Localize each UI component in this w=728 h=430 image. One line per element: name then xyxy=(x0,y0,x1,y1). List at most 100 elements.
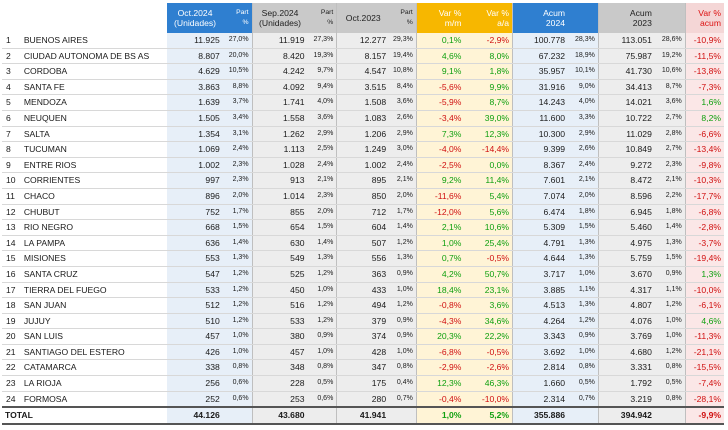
var-mm: -12,0% xyxy=(415,204,465,221)
province-name: CORRIENTES xyxy=(20,172,168,189)
province-name: SAN LUIS xyxy=(20,328,168,345)
oct2024-units: 426 xyxy=(167,344,223,361)
oct2024-units: 4.629 xyxy=(167,63,223,80)
var-acum: -28,1% xyxy=(684,391,724,408)
acum2024-part: 10,1% xyxy=(568,63,599,80)
acum2023-part: 1,3% xyxy=(654,235,686,252)
oct2023-part: 0,7% xyxy=(389,391,417,408)
var-acum: -10,9% xyxy=(684,33,724,49)
sep2024-units: 913 xyxy=(251,172,308,189)
oct2023-units: 494 xyxy=(336,297,390,314)
acum2023-part: 1,1% xyxy=(654,282,686,299)
sep2024-units: 630 xyxy=(251,235,308,252)
acum2024-units: 7.601 xyxy=(512,172,569,189)
sep2024-part: 9,4% xyxy=(307,79,337,96)
oct2024-part: 1,5% xyxy=(222,219,253,236)
table-row: 21 SANTIAGO DEL ESTERO 426 1,0% 457 1,0% 428 1,… xyxy=(2,344,724,361)
sep2024-units: 549 xyxy=(251,250,308,267)
header-var-acum: Var % acum xyxy=(684,3,724,33)
acum2023-units: 1.792 xyxy=(597,375,655,392)
oct2023-part: 1,4% xyxy=(389,219,417,236)
acum2023-units: 113.051 xyxy=(597,33,655,49)
oct2024-part: 1,0% xyxy=(222,344,253,361)
total-sep2024: 43.680 xyxy=(251,406,308,425)
table-row: 3 CORDOBA 4.629 10,5% 4.242 9,7% 4.547 10,8% 9,1… xyxy=(2,63,724,80)
sep2024-units: 380 xyxy=(251,328,308,345)
acum2024-units: 4.513 xyxy=(512,297,569,314)
acum2024-units: 3.885 xyxy=(512,282,569,299)
province-name: SANTIAGO DEL ESTERO xyxy=(20,344,168,361)
acum2024-part: 0,8% xyxy=(568,359,599,377)
var-mm: 12,3% xyxy=(415,375,465,392)
acum2023-part: 3,6% xyxy=(654,94,686,111)
row-number: 12 xyxy=(2,204,21,221)
oct2024-units: 338 xyxy=(167,359,223,377)
acum2024-units: 3.692 xyxy=(512,344,569,361)
sep2024-part: 1,5% xyxy=(307,219,337,236)
province-name: TUCUMAN xyxy=(20,141,168,158)
acum2023-part: 1,8% xyxy=(654,204,686,221)
table-row: 13 RIO NEGRO 668 1,5% 654 1,5% 604 1,4% 2,1% 10,6… xyxy=(2,219,724,236)
total-acum2024: 355.886 xyxy=(512,406,569,425)
table-row: 8 TUCUMAN 1.069 2,4% 1.113 2,5% 1.249 3,0% -4,0%… xyxy=(2,141,724,158)
sep2024-part: 0,5% xyxy=(307,375,337,392)
sep2024-units: 533 xyxy=(251,313,308,330)
var-mm: 7,3% xyxy=(415,126,465,143)
oct2023-part: 19,4% xyxy=(389,48,417,65)
oct2023-units: 712 xyxy=(336,204,390,221)
province-name: JUJUY xyxy=(20,313,168,330)
oct2024-units: 752 xyxy=(167,204,223,221)
acum2024-units: 31.916 xyxy=(512,79,569,96)
province-name: CATAMARCA xyxy=(20,359,168,377)
province-name: CIUDAD AUTONOMA DE BS AS xyxy=(20,48,168,65)
province-name: LA PAMPA xyxy=(20,235,168,252)
row-number: 15 xyxy=(2,250,21,267)
province-name: NEUQUEN xyxy=(20,110,168,127)
acum2024-part: 1,3% xyxy=(568,250,599,267)
oct2023-part: 1,2% xyxy=(389,235,417,252)
acum2023-units: 3.219 xyxy=(597,391,655,408)
oct2024-part: 3,4% xyxy=(222,110,253,127)
var-acum: 8,2% xyxy=(684,110,724,127)
acum2023-units: 4.680 xyxy=(597,344,655,361)
row-number: 17 xyxy=(2,282,21,299)
sep2024-units: 516 xyxy=(251,297,308,314)
oct2024-part: 1,2% xyxy=(222,266,253,283)
var-acum: -15,5% xyxy=(684,359,724,377)
var-acum: -13,4% xyxy=(684,141,724,158)
acum2023-part: 1,0% xyxy=(654,313,686,330)
oct2023-units: 1.206 xyxy=(336,126,390,143)
acum2024-units: 3.343 xyxy=(512,328,569,345)
header-part-oct2024: Part% xyxy=(222,3,253,33)
oct2023-units: 1.083 xyxy=(336,110,390,127)
header-acum2024: Acum 2024 xyxy=(512,3,569,33)
table-row: 24 FORMOSA 252 0,6% 253 0,6% 280 0,7% -0,4% -10,0… xyxy=(2,391,724,408)
acum2023-part: 1,2% xyxy=(654,344,686,361)
var-aa: 46,3% xyxy=(464,375,513,392)
sep2024-part: 0,6% xyxy=(307,391,337,408)
oct2024-units: 252 xyxy=(167,391,223,408)
table-row: 20 SAN LUIS 457 1,0% 380 0,9% 374 0,9% 20,3% 22,2… xyxy=(2,328,724,345)
sep2024-units: 1.262 xyxy=(251,126,308,143)
acum2023-units: 41.730 xyxy=(597,63,655,80)
sep2024-units: 253 xyxy=(251,391,308,408)
var-acum: -7,4% xyxy=(684,375,724,392)
var-mm: 20,3% xyxy=(415,328,465,345)
acum2024-units: 9.399 xyxy=(512,141,569,158)
total-pad-2 xyxy=(307,406,337,425)
var-aa: 50,7% xyxy=(464,266,513,283)
acum2024-units: 5.309 xyxy=(512,219,569,236)
var-acum: -6,1% xyxy=(684,297,724,314)
var-mm: 2,1% xyxy=(415,219,465,236)
oct2023-part: 0,9% xyxy=(389,313,417,330)
acum2024-part: 1,0% xyxy=(568,344,599,361)
province-name: BUENOS AIRES xyxy=(20,33,168,49)
oct2023-part: 1,0% xyxy=(389,344,417,361)
acum2023-units: 11.029 xyxy=(597,126,655,143)
acum2024-part: 0,9% xyxy=(568,328,599,345)
header-oct2024: Oct.2024 (Unidades) xyxy=(167,3,223,33)
acum2024-units: 3.717 xyxy=(512,266,569,283)
row-number: 9 xyxy=(2,157,21,174)
var-aa: 8,0% xyxy=(464,48,513,65)
